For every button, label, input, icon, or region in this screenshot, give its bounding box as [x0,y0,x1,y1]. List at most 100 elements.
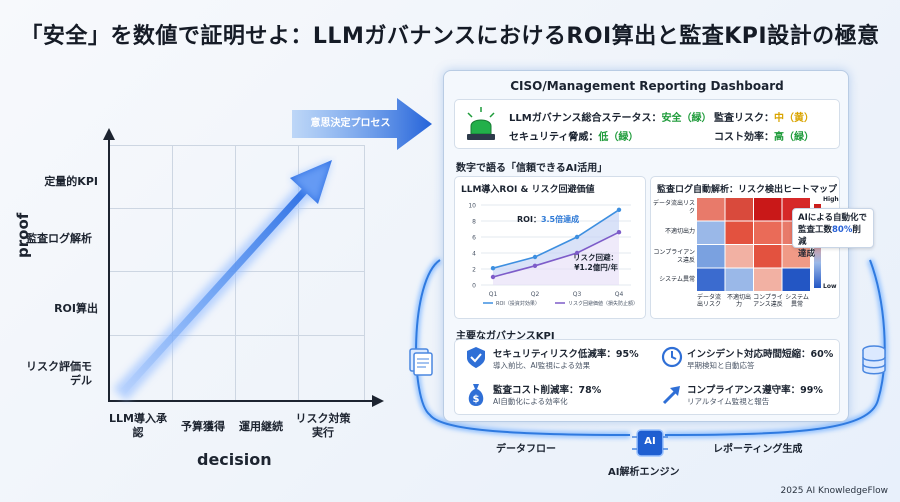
series-area [493,232,619,285]
data-point [490,274,496,280]
glowing-growth-arrow [113,160,332,402]
heatmap-cell [754,245,782,268]
ai-trust-section-title: 数字で語る「信頼できるAI活用」 [456,163,608,174]
ai-chip-text: AI [644,436,656,447]
roi-panel: LLM導入ROI & リスク回避価値 0 2 4 6 8 10 Q1 Q2 Q3 Q4 ROI（投資… [454,176,646,319]
data-point [616,207,622,212]
kpi-section-title: 主要なガバナンスKPI [456,331,555,342]
series-line-0 [492,209,620,269]
alert-light-icon [467,107,495,140]
kpi-compliance: コンプライアンス遵守率：99% [687,385,823,396]
heatmap-col-label: システム異常 [785,294,809,308]
heatmap-cell [725,245,753,268]
security-threat-status: セキュリティ脅威：低（緑） [509,132,639,143]
status-summary: LLMガバナンス総合ステータス：安全（緑） セキュリティ脅威：低（緑） 監査リス… [454,99,840,149]
automation-callout: AIによる自動化で 監査工数80%削減 達成 [792,208,874,259]
legend-label: ROI（投資対効果） [496,300,540,307]
y-axis [108,138,110,402]
y-level-roi: ROI算出 [54,302,98,315]
x-level-operation: 運用継続 [239,420,283,433]
x-tick-label: Q3 [573,291,582,298]
x-tick-label: Q1 [489,291,498,298]
heatmap-cell [697,198,725,221]
kpi-compliance-note: リアルタイム監視と報告 [687,397,770,406]
decision-process-arrow [292,98,432,150]
heatmap-panel: 監査ログ自動解析：リスク検出ヒートマップ High Low データ流出リスク 不… [650,176,840,319]
shield-check-icon [467,347,485,368]
kpi-incident-response: インシデント対応時間短縮：60% [687,349,834,360]
ciso-dashboard: CISO/Management Reporting Dashboard LLMガ… [443,70,849,422]
heatmap-panel-title: 監査ログ自動解析：リスク検出ヒートマップ [657,185,838,195]
heatmap-cell [725,198,753,221]
decision-process-label: 意思決定プロセス [310,118,391,129]
heatmap-cell [697,245,725,268]
database-icon [862,345,886,375]
heatmap-col-label: コンプライアンス違反 [753,294,783,308]
heatmap-cell [725,221,753,244]
audit-risk-status: 監査リスク：中（黄） [714,113,814,124]
data-point [574,250,580,256]
ai-engine-label: AI解析エンジン [608,467,680,478]
legend-label: リスク回避価値（損失防止額） [568,300,638,307]
heatmap-col-label: 不適切出力 [726,294,751,308]
data-point [574,234,580,240]
risk-avoidance-annotation: リスク回避： ¥1.2億円/年 [573,253,618,272]
heatmap-row-label: データ流出リスク [653,200,696,215]
y-axis-title: proof [14,212,32,258]
heatmap-cell [754,221,782,244]
reporting-label: レポーティング生成 [713,444,803,455]
y-tick-label: 6 [472,235,476,242]
kpi-incident-response-note: 早期検知と自動応答 [687,361,755,370]
y-level-risk-model: リスク評価モデル [26,360,92,387]
kpi-audit-cost-note: AI自動化による効率化 [493,397,568,406]
trend-up-arrow-icon [662,386,680,405]
heatmap-col-label: データ流出リスク [696,294,721,308]
cost-efficiency-status: コスト効率：高（緑） [714,132,814,143]
y-tick-label: 8 [472,219,476,226]
heatmap-cell [754,268,782,291]
svg-text:$: $ [473,394,480,405]
data-flow-label: データフロー [496,444,556,455]
clock-icon [661,346,683,368]
x-level-risk-action: リスク対策実行 [295,412,351,439]
overall-status: LLMガバナンス総合ステータス：安全（緑） [509,113,712,124]
y-tick-label: 4 [472,251,476,258]
heatmap-cell [697,268,725,291]
heatmap-cell [782,245,810,268]
heatmap-cell [782,268,810,291]
kpi-audit-cost: 監査コスト削減率：78% [493,385,602,396]
ai-chip-icon [632,429,668,457]
x-level-budget: 予算獲得 [181,420,225,433]
heatmap-cell [754,198,782,221]
x-tick-label: Q4 [615,291,624,298]
roi-line-chart: 0 2 4 6 8 10 Q1 Q2 Q3 Q4 ROI（投資対効果） リスク回避価値（損失防止額） [468,203,638,308]
y-level-quantitative-kpi: 定量的KPI [44,175,98,188]
legend-low: Low [823,283,837,290]
y-tick-label: 2 [472,267,476,274]
flow-loop [413,257,888,438]
y-level-audit-log: 監査ログ解析 [26,232,92,245]
kpi-security-risk: セキュリティリスク低減率：95% [493,349,639,360]
x-tick-label: Q2 [531,291,540,298]
y-tick-label: 0 [472,283,476,290]
heatmap-row-label: 不適切出力 [664,228,695,235]
heatmap-row-label: システム異常 [659,276,695,283]
risk-heatmap [697,198,821,291]
money-bag-icon: $ [468,384,484,406]
data-point [616,230,622,235]
page-title: 「安全」を数値で証明せよ：LLMガバナンスにおけるROI算出と監査KPI設計の極… [20,24,880,49]
legend-high: High [823,196,839,203]
y-tick-label: 10 [468,203,476,210]
x-axis-title: decision [197,450,272,469]
footer-credit: 2025 AI KnowledgeFlow [780,486,888,496]
heatmap-cell [725,268,753,291]
data-point [532,263,538,268]
data-point [532,254,538,260]
dashboard-title: CISO/Management Reporting Dashboard [510,79,784,93]
heatmap-row-label: コンプライアンス違反 [653,249,695,264]
roi-panel-title: LLM導入ROI & リスク回避価値 [461,185,595,195]
documents-icon [409,348,433,376]
series-line-1 [492,231,620,278]
data-point [490,266,496,271]
x-axis-arrowhead [372,395,384,407]
